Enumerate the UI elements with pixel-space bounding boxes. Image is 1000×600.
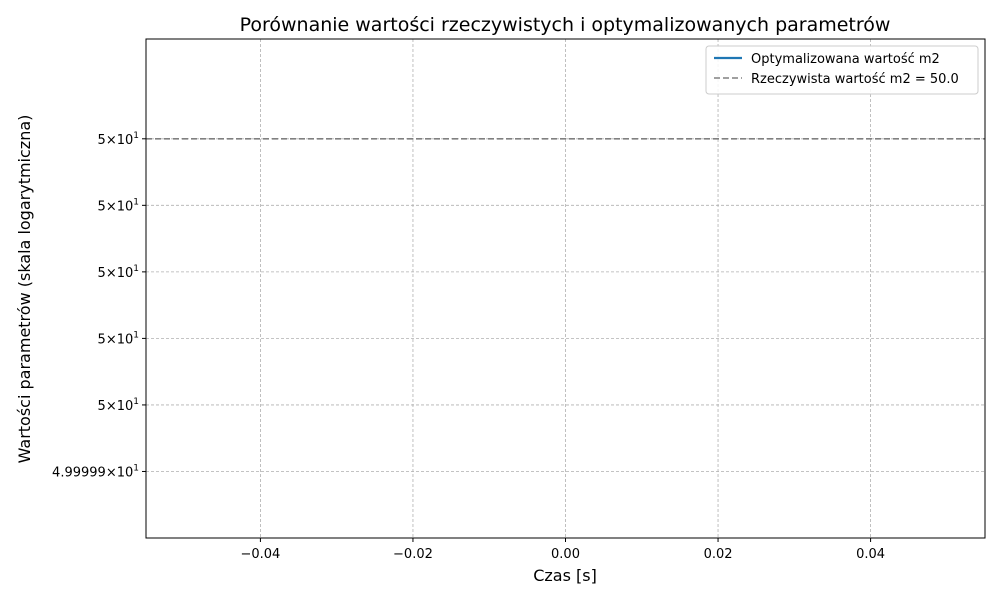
plot-area [145,38,986,539]
y-axis-label: Wartości parametrów (skala logarytmiczna… [15,115,34,464]
y-tick-base: 10 [117,465,134,480]
y-tick-mantissa: 5 [98,332,106,347]
y-tick-times: × [106,266,117,281]
y-tick-exponent: 1 [133,264,139,274]
y-tick-base: 10 [117,399,134,414]
x-tick-label: −0.02 [393,547,433,562]
x-tick-label: 0.02 [704,547,733,562]
legend-entry: Rzeczywista wartość m2 = 50.0 [751,72,959,87]
y-tick-times: × [106,199,117,214]
y-tick-label: 5×101 [98,330,139,347]
y-tick-times: × [106,332,117,347]
y-tick-exponent: 1 [133,197,139,207]
chart-title: Porównanie wartości rzeczywistych i opty… [240,14,891,36]
y-tick-exponent: 1 [133,330,139,340]
y-tick-base: 10 [117,199,134,214]
legend-box [705,45,979,95]
y-tick-times: × [106,399,117,414]
y-tick-label: 5×101 [98,197,139,214]
y-tick-base: 10 [117,133,134,148]
y-tick-times: × [106,465,117,480]
x-axis-label: Czas [s] [533,566,597,585]
y-tick-mantissa: 5 [98,199,106,214]
y-tick-mantissa: 5 [98,266,106,281]
x-tick-label: −0.04 [240,547,280,562]
y-tick-exponent: 1 [133,397,139,407]
y-tick-mantissa: 5 [98,399,106,414]
y-tick-exponent: 1 [133,131,139,141]
y-tick-mantissa: 4.99999 [52,465,106,480]
y-tick-times: × [106,133,117,148]
x-tick-label: 0.04 [856,547,885,562]
y-tick-label: 5×101 [98,397,139,414]
legend: Optymalizowana wartość m2 Rzeczywista war… [705,45,979,95]
y-tick-label: 5×101 [98,264,139,281]
y-tick-base: 10 [117,266,134,281]
grid [146,39,985,538]
y-tick-exponent: 1 [133,463,139,473]
x-tick-label: 0.00 [551,547,580,562]
y-tick-mantissa: 5 [98,133,106,148]
x-axis-ticks: −0.04 −0.02 0.00 0.02 0.04 [240,538,885,562]
y-tick-label: 4.99999×101 [52,463,139,480]
y-tick-label: 5×101 [98,131,139,148]
y-tick-base: 10 [117,332,134,347]
legend-entry: Optymalizowana wartość m2 [751,52,940,67]
